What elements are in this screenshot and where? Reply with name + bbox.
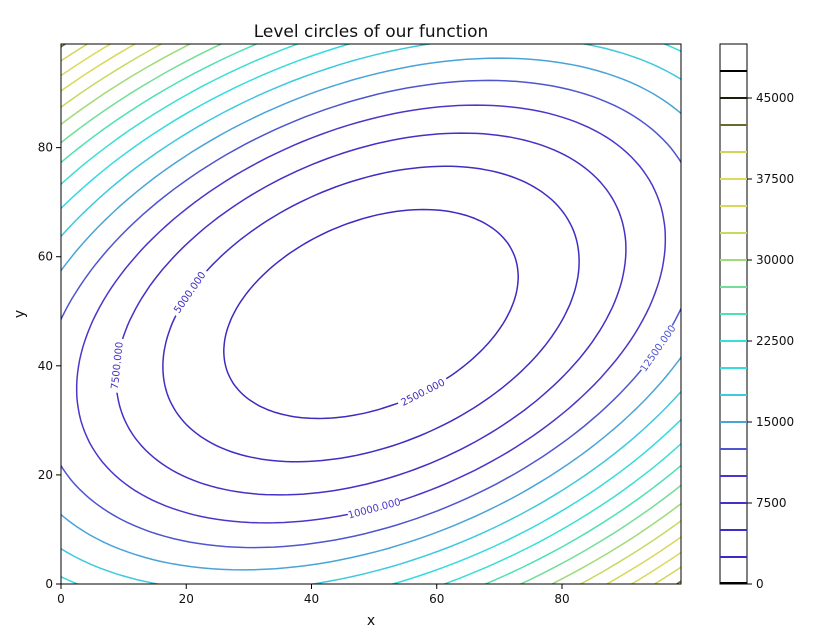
- x-tick-label: 80: [554, 592, 569, 606]
- y-tick-label: 0: [45, 577, 53, 591]
- x-tick-label: 20: [179, 592, 194, 606]
- colorbar-tick-label: 30000: [756, 253, 794, 267]
- y-axis-ticks: 0 20 40 60 80: [38, 141, 61, 591]
- colorbar-tick-label: 7500: [756, 496, 787, 510]
- x-tick-label: 0: [57, 592, 65, 606]
- y-axis-label: y: [12, 310, 28, 318]
- colorbar-tick-label: 37500: [756, 172, 794, 186]
- y-tick-label: 60: [38, 250, 53, 264]
- contour-line-15000: [61, 57, 681, 571]
- x-tick-label: 40: [304, 592, 319, 606]
- x-tick-label: 60: [429, 592, 444, 606]
- y-tick-label: 80: [38, 141, 53, 155]
- x-axis-ticks: 0 20 40 60 80: [57, 584, 570, 606]
- colorbar: 0 7500 15000 22500 30000 37500 45000: [719, 43, 794, 591]
- contour-label: 10000.000: [347, 497, 402, 521]
- colorbar-tick-label: 15000: [756, 415, 794, 429]
- contour-line-12500: [61, 79, 681, 549]
- plot-frame: [60, 43, 682, 585]
- y-tick-label: 40: [38, 359, 53, 373]
- x-axis-label: x: [367, 613, 375, 629]
- contour-line-22500: [61, 44, 681, 584]
- y-tick-label: 20: [38, 468, 53, 482]
- contour-label: 5000.000: [172, 270, 208, 315]
- contour-label: 2500.000: [399, 377, 447, 408]
- contour-label: 12500.000: [639, 324, 679, 375]
- contour-line-5000: [162, 165, 580, 463]
- colorbar-tick-label: 0: [756, 577, 764, 591]
- contour-line-7500: [115, 132, 627, 496]
- colorbar-ticks: 0 7500 15000 22500 30000 37500 45000: [747, 91, 794, 591]
- colorbar-level-lines: [720, 70, 747, 584]
- contour-line-2500: [223, 208, 519, 420]
- contour-line-10000: [75, 104, 667, 524]
- colorbar-tick-label: 45000: [756, 91, 794, 105]
- contour-line-17500: [61, 44, 681, 584]
- chart-title: Level circles of our function: [254, 22, 489, 42]
- contour-labels: 2500.000 5000.000 7500.000 10000.000 12500.0…: [108, 266, 679, 521]
- contour-line-20000: [61, 44, 681, 584]
- colorbar-tick-label: 22500: [756, 334, 794, 348]
- contour-label: 7500.000: [110, 341, 126, 390]
